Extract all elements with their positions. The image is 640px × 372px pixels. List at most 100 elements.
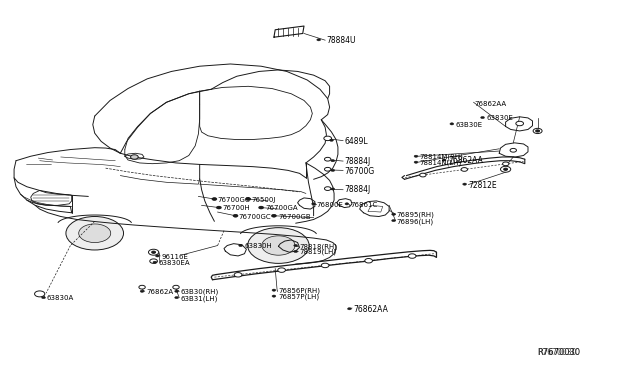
- Circle shape: [533, 128, 542, 134]
- Circle shape: [481, 116, 484, 119]
- Text: 6489L: 6489L: [344, 137, 368, 146]
- Text: 76895(RH): 76895(RH): [397, 212, 435, 218]
- Circle shape: [463, 183, 467, 185]
- Text: 76500J: 76500J: [252, 197, 276, 203]
- Circle shape: [294, 250, 298, 253]
- Circle shape: [536, 130, 540, 132]
- Text: 78814N(LH): 78814N(LH): [419, 160, 461, 166]
- Circle shape: [392, 213, 396, 215]
- Circle shape: [461, 167, 468, 171]
- Circle shape: [365, 259, 372, 263]
- Circle shape: [324, 167, 331, 171]
- Circle shape: [173, 285, 179, 289]
- Circle shape: [331, 169, 335, 171]
- Circle shape: [259, 206, 263, 209]
- Circle shape: [152, 251, 156, 253]
- Circle shape: [324, 187, 331, 190]
- Text: 76862AA: 76862AA: [353, 305, 388, 314]
- Circle shape: [408, 254, 416, 258]
- Circle shape: [330, 139, 333, 141]
- Text: 72812E: 72812E: [468, 181, 497, 190]
- Circle shape: [392, 219, 396, 222]
- Circle shape: [331, 160, 335, 162]
- Text: 76861C: 76861C: [351, 202, 378, 208]
- Text: 78818(RH): 78818(RH): [300, 243, 337, 250]
- Circle shape: [156, 255, 159, 257]
- Text: 76862A: 76862A: [146, 289, 173, 295]
- Text: 76862AA: 76862AA: [475, 101, 507, 107]
- Circle shape: [66, 217, 124, 250]
- Circle shape: [294, 244, 298, 247]
- Circle shape: [148, 249, 159, 255]
- Circle shape: [271, 214, 276, 217]
- Circle shape: [139, 285, 145, 289]
- Text: 76700G: 76700G: [344, 167, 374, 176]
- Text: 96116E: 96116E: [161, 254, 188, 260]
- Text: 63B30(RH): 63B30(RH): [180, 289, 219, 295]
- Circle shape: [248, 228, 309, 263]
- Circle shape: [324, 157, 331, 161]
- Text: 78884J: 78884J: [344, 185, 371, 194]
- Circle shape: [239, 244, 243, 247]
- Circle shape: [246, 198, 250, 200]
- Circle shape: [420, 173, 426, 177]
- Text: 63830A: 63830A: [46, 295, 74, 301]
- Circle shape: [321, 263, 329, 268]
- Text: 76800E: 76800E: [317, 202, 344, 208]
- Circle shape: [262, 236, 295, 255]
- Circle shape: [246, 198, 251, 201]
- Text: 76700GB: 76700GB: [278, 214, 311, 219]
- Text: 76896(LH): 76896(LH): [397, 218, 434, 225]
- Circle shape: [450, 123, 454, 125]
- Text: 63830H: 63830H: [244, 243, 272, 249]
- Text: 76700H: 76700H: [223, 205, 250, 211]
- Circle shape: [317, 39, 321, 41]
- Circle shape: [175, 290, 179, 292]
- Circle shape: [500, 166, 511, 172]
- Text: 78884J: 78884J: [344, 157, 371, 166]
- Circle shape: [348, 308, 351, 310]
- Circle shape: [131, 155, 138, 159]
- Circle shape: [150, 259, 157, 263]
- Text: 63B30E: 63B30E: [456, 122, 483, 128]
- Text: 78819(LH): 78819(LH): [300, 249, 337, 256]
- Circle shape: [324, 136, 332, 141]
- Circle shape: [216, 206, 221, 209]
- Circle shape: [234, 273, 242, 277]
- Circle shape: [79, 224, 111, 243]
- Circle shape: [510, 148, 516, 152]
- Text: 63830EA: 63830EA: [159, 260, 190, 266]
- Circle shape: [217, 206, 221, 209]
- Circle shape: [272, 215, 276, 217]
- Circle shape: [414, 161, 418, 163]
- Circle shape: [278, 268, 285, 272]
- Circle shape: [259, 206, 264, 209]
- Text: 78814M(RH): 78814M(RH): [419, 154, 463, 160]
- Circle shape: [502, 162, 509, 166]
- Circle shape: [153, 261, 157, 263]
- Circle shape: [272, 289, 276, 291]
- Circle shape: [35, 291, 45, 297]
- Text: 76862AA: 76862AA: [448, 156, 483, 165]
- Circle shape: [331, 188, 335, 190]
- Circle shape: [140, 290, 144, 292]
- Circle shape: [504, 168, 508, 170]
- Text: 63B31(LH): 63B31(LH): [180, 295, 218, 302]
- Circle shape: [414, 155, 418, 157]
- Text: 78884U: 78884U: [326, 36, 356, 45]
- Circle shape: [345, 203, 349, 205]
- Text: 63830E: 63830E: [486, 115, 513, 121]
- Circle shape: [516, 121, 524, 126]
- Text: R7670030: R7670030: [538, 348, 580, 357]
- Text: 76700GA: 76700GA: [266, 205, 298, 211]
- Text: 76700GC: 76700GC: [239, 214, 271, 219]
- Text: R7670030: R7670030: [538, 348, 577, 357]
- Circle shape: [272, 295, 276, 297]
- Circle shape: [442, 159, 446, 161]
- Circle shape: [234, 215, 237, 217]
- Text: 76856P(RH): 76856P(RH): [278, 288, 321, 294]
- Circle shape: [42, 296, 45, 299]
- Circle shape: [312, 203, 316, 205]
- Circle shape: [212, 198, 217, 201]
- Text: 76700GC: 76700GC: [218, 197, 250, 203]
